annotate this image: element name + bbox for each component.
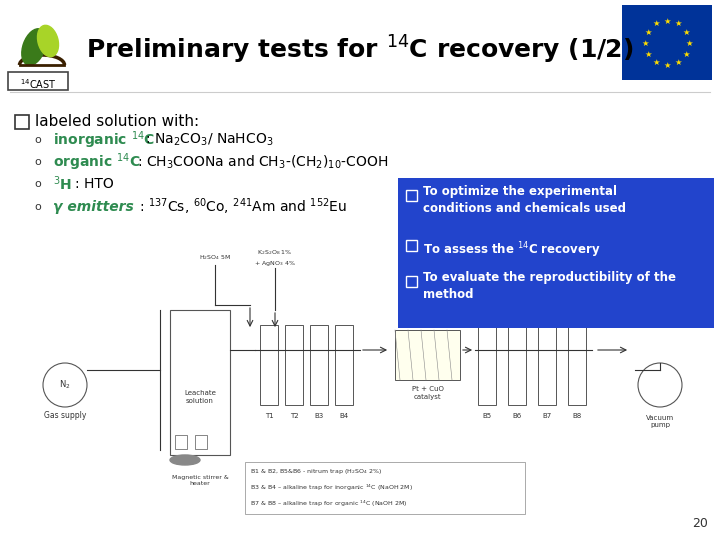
Text: ★: ★	[674, 19, 682, 29]
Text: B3: B3	[315, 413, 323, 419]
Text: ★: ★	[683, 28, 690, 37]
Bar	[568, 325, 586, 405]
Text: K$_2$S$_2$O$_8$ 1%
+ AgNO$_3$ 4%: K$_2$S$_2$O$_8$ 1% + AgNO$_3$ 4%	[254, 248, 296, 267]
Text: T1: T1	[265, 413, 274, 419]
Text: : Na$_2$CO$_3$/ NaHCO$_3$: : Na$_2$CO$_3$/ NaHCO$_3$	[145, 132, 274, 148]
Text: labeled solution with:: labeled solution with:	[35, 114, 199, 130]
Text: Preliminary tests for $^{14}$C recovery (1/2): Preliminary tests for $^{14}$C recovery …	[86, 34, 634, 66]
Text: Vacuum
pump: Vacuum pump	[646, 415, 674, 429]
Text: ★: ★	[685, 38, 693, 48]
Text: ★: ★	[663, 60, 671, 70]
Text: ★: ★	[683, 50, 690, 58]
Bar	[508, 325, 526, 405]
Ellipse shape	[170, 455, 200, 465]
Text: B7 & B8 – alkaline trap for organic $^{14}$C (NaOH 2M): B7 & B8 – alkaline trap for organic $^{1…	[250, 499, 408, 509]
Text: ★: ★	[652, 58, 660, 66]
Text: o: o	[35, 202, 41, 212]
Bar	[285, 325, 303, 405]
Text: : $^{137}$Cs, $^{60}$Co, $^{241}$Am and $^{152}$Eu: : $^{137}$Cs, $^{60}$Co, $^{241}$Am and …	[139, 197, 347, 217]
Text: ★: ★	[642, 38, 649, 48]
Text: $^{3}$H: $^{3}$H	[53, 175, 72, 193]
Text: To assess the $^{14}$C recovery: To assess the $^{14}$C recovery	[423, 240, 600, 260]
Bar	[260, 325, 278, 405]
Text: : CH$_3$COONa and CH$_3$-(CH$_2$)$_{10}$-COOH: : CH$_3$COONa and CH$_3$-(CH$_2$)$_{10}$…	[137, 153, 388, 171]
Text: organic $^{14}$C: organic $^{14}$C	[53, 151, 140, 173]
Text: ★: ★	[644, 50, 652, 58]
Bar	[335, 325, 353, 405]
Bar	[538, 325, 556, 405]
Bar	[310, 325, 328, 405]
Text: γ emitters: γ emitters	[53, 200, 134, 214]
Text: ★: ★	[663, 17, 671, 25]
Text: B5: B5	[482, 413, 492, 419]
Text: ★: ★	[644, 28, 652, 37]
Text: B7: B7	[542, 413, 552, 419]
Bar	[406, 240, 417, 251]
Bar	[395, 330, 460, 380]
Text: T2: T2	[289, 413, 298, 419]
Bar	[478, 325, 496, 405]
Bar	[245, 462, 525, 514]
Text: o: o	[35, 179, 41, 189]
Text: H$_2$SO$_4$ 5M: H$_2$SO$_4$ 5M	[199, 254, 231, 262]
Text: Gas supply: Gas supply	[44, 410, 86, 420]
Text: Oxidation
furnace: Oxidation furnace	[410, 305, 444, 318]
Text: B4: B4	[339, 413, 348, 419]
Text: B1 & B2, B5&B6 - nitrum trap (H$_2$SO$_4$ 2%): B1 & B2, B5&B6 - nitrum trap (H$_2$SO$_4…	[250, 468, 382, 476]
Circle shape	[638, 363, 682, 407]
Text: $^{14}$CAST: $^{14}$CAST	[19, 77, 56, 91]
Bar	[195, 435, 207, 449]
Bar	[170, 310, 230, 455]
Text: B6: B6	[513, 413, 521, 419]
Text: To evaluate the reproductibility of the
method: To evaluate the reproductibility of the …	[423, 271, 676, 301]
Bar	[175, 435, 187, 449]
Bar	[406, 190, 417, 201]
Text: 20: 20	[692, 517, 708, 530]
Bar	[15, 115, 29, 129]
Text: Leachate
solution: Leachate solution	[184, 390, 216, 404]
Text: B3 & B4 – alkaline trap for inorganic $^{14}$C (NaOH 2M): B3 & B4 – alkaline trap for inorganic $^…	[250, 483, 413, 493]
Bar	[622, 5, 712, 80]
Text: Pt + CuO
catalyst: Pt + CuO catalyst	[412, 386, 444, 400]
Text: : HTO: : HTO	[75, 177, 114, 191]
Ellipse shape	[37, 25, 58, 57]
Text: To optimize the experimental
conditions and chemicals used: To optimize the experimental conditions …	[423, 185, 626, 215]
Ellipse shape	[22, 29, 46, 65]
Text: Magnetic stirrer &
heater: Magnetic stirrer & heater	[171, 475, 228, 486]
Text: ★: ★	[652, 19, 660, 29]
Bar	[398, 178, 714, 328]
Text: N$_2$: N$_2$	[59, 379, 71, 392]
Bar	[406, 276, 417, 287]
Text: o: o	[35, 157, 41, 167]
Bar	[8, 72, 68, 90]
Text: inorganic $^{14}$C: inorganic $^{14}$C	[53, 129, 156, 151]
Text: ★: ★	[674, 58, 682, 66]
Text: B8: B8	[572, 413, 582, 419]
Circle shape	[43, 363, 87, 407]
Text: o: o	[35, 135, 41, 145]
